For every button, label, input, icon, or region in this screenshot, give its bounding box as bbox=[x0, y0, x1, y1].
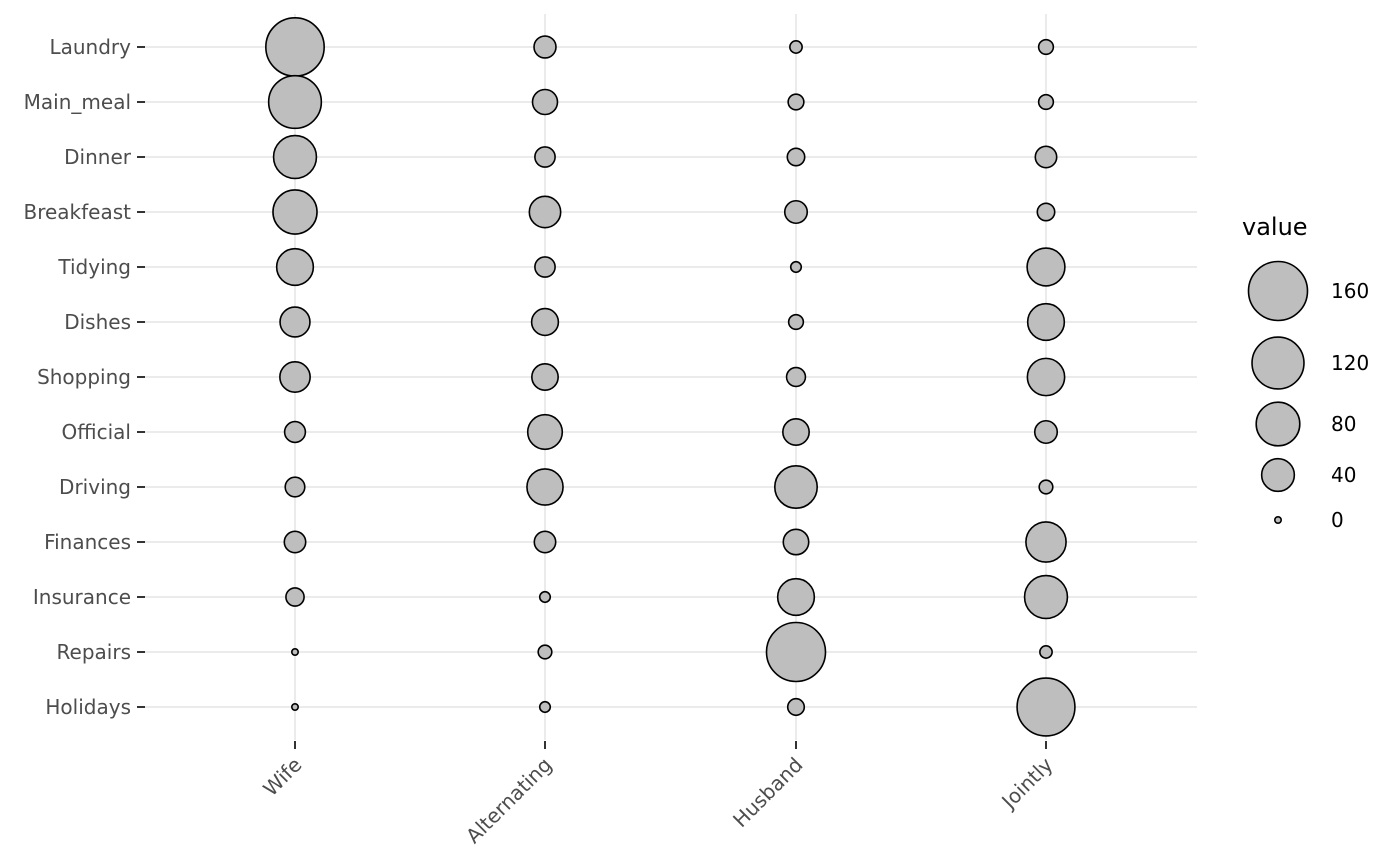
bubble-breakfeast-husband bbox=[783, 199, 809, 225]
bubble-dinner-wife bbox=[272, 134, 318, 180]
y-tick-label: Insurance bbox=[33, 585, 131, 609]
bubble-dinner-jointly bbox=[1034, 145, 1058, 169]
bubble-shopping-wife bbox=[279, 361, 311, 393]
bubble-dinner-alternating bbox=[534, 146, 556, 168]
legend-key-label: 40 bbox=[1331, 463, 1356, 487]
bubble-insurance-alternating bbox=[538, 590, 552, 604]
y-tick-label: Repairs bbox=[57, 640, 131, 664]
bubble-insurance-husband bbox=[776, 577, 816, 617]
y-tick-label: Driving bbox=[59, 475, 131, 499]
legend-key-bubble bbox=[1255, 401, 1301, 447]
legend-key-label: 120 bbox=[1331, 351, 1369, 375]
bubble-dishes-husband bbox=[787, 313, 805, 331]
bubble-official-jointly bbox=[1033, 419, 1059, 445]
y-tick-label: Dinner bbox=[64, 145, 132, 169]
bubble-laundry-jointly bbox=[1037, 38, 1055, 56]
bubble-holidays-jointly bbox=[1016, 677, 1076, 737]
bubble-main_meal-jointly bbox=[1037, 93, 1055, 111]
bubble-finances-alternating bbox=[533, 530, 557, 554]
bubble-dishes-jointly bbox=[1026, 302, 1066, 342]
bubble-laundry-alternating bbox=[533, 35, 557, 59]
legend-key-bubble bbox=[1274, 515, 1283, 524]
bubble-main_meal-alternating bbox=[531, 88, 559, 116]
bubble-dishes-alternating bbox=[530, 307, 560, 337]
legend-key-bubble bbox=[1251, 336, 1305, 390]
bubble-tidying-alternating bbox=[534, 256, 556, 278]
bubble-insurance-wife bbox=[285, 587, 305, 607]
x-axis: Wife Alternating Husband Jointly bbox=[258, 741, 1058, 848]
bubble-dinner-husband bbox=[786, 147, 806, 167]
y-tick-label: Dishes bbox=[64, 310, 131, 334]
y-tick-label: Laundry bbox=[49, 35, 131, 59]
y-tick-label: Tidying bbox=[57, 255, 131, 279]
bubble-shopping-alternating bbox=[531, 363, 559, 391]
legend-key-bubble bbox=[1247, 260, 1309, 322]
bubble-shopping-husband bbox=[785, 366, 807, 388]
y-axis: Laundry Main_meal Dinner Breakfeast Tidying D… bbox=[23, 35, 145, 719]
x-tick-label: Husband bbox=[728, 753, 808, 833]
bubble-tidying-husband bbox=[789, 260, 803, 274]
bubble-official-husband bbox=[782, 418, 810, 446]
size-legend: value 160 120 80 40 0 bbox=[1242, 213, 1369, 532]
bubble-holidays-wife bbox=[290, 702, 299, 711]
legend-key-label: 80 bbox=[1331, 412, 1356, 436]
y-tick-label: Shopping bbox=[37, 365, 131, 389]
bubble-laundry-husband bbox=[789, 40, 803, 54]
legend-title: value bbox=[1242, 213, 1308, 241]
bubble-holidays-husband bbox=[786, 697, 806, 717]
y-tick-label: Main_meal bbox=[24, 90, 131, 114]
y-tick-label: Breakfeast bbox=[23, 200, 131, 224]
y-tick-label: Finances bbox=[44, 530, 131, 554]
bubble-driving-jointly bbox=[1038, 479, 1054, 495]
bubble-official-alternating bbox=[526, 413, 564, 451]
bubble-finances-husband bbox=[782, 528, 810, 556]
bubble-main_meal-husband bbox=[787, 93, 805, 111]
legend-key-label: 160 bbox=[1331, 279, 1369, 303]
bubble-finances-jointly bbox=[1025, 521, 1067, 563]
bubble-driving-wife bbox=[284, 476, 306, 498]
bubble-holidays-alternating bbox=[538, 700, 552, 714]
bubble-breakfeast-jointly bbox=[1036, 202, 1056, 222]
bubbles bbox=[265, 17, 1076, 737]
y-tick-label: Official bbox=[62, 420, 131, 444]
bubble-breakfeast-wife bbox=[272, 189, 318, 235]
bubble-insurance-jointly bbox=[1023, 574, 1069, 620]
bubble-finances-wife bbox=[283, 530, 307, 554]
bubble-tidying-wife bbox=[275, 247, 315, 287]
bubble-dishes-wife bbox=[279, 306, 311, 338]
x-tick-label: Alternating bbox=[461, 753, 556, 848]
legend-key-label: 0 bbox=[1331, 508, 1344, 532]
y-tick-label: Holidays bbox=[45, 695, 131, 719]
x-tick-label: Jointly bbox=[996, 752, 1058, 814]
bubble-breakfeast-alternating bbox=[528, 195, 562, 229]
bubble-driving-husband bbox=[773, 464, 819, 510]
bubble-laundry-wife bbox=[265, 17, 325, 77]
x-tick-label: Wife bbox=[258, 753, 306, 801]
bubble-driving-alternating bbox=[526, 468, 564, 506]
bubble-repairs-jointly bbox=[1039, 645, 1053, 659]
bubble-repairs-alternating bbox=[537, 644, 553, 660]
legend-key-bubble bbox=[1260, 457, 1296, 493]
bubble-shopping-jointly bbox=[1026, 357, 1066, 397]
bubble-repairs-wife bbox=[290, 647, 299, 656]
bubble-official-wife bbox=[283, 420, 307, 444]
bubble-tidying-jointly bbox=[1026, 247, 1066, 287]
bubble-repairs-husband bbox=[765, 621, 827, 683]
bubble-main_meal-wife bbox=[267, 74, 323, 130]
